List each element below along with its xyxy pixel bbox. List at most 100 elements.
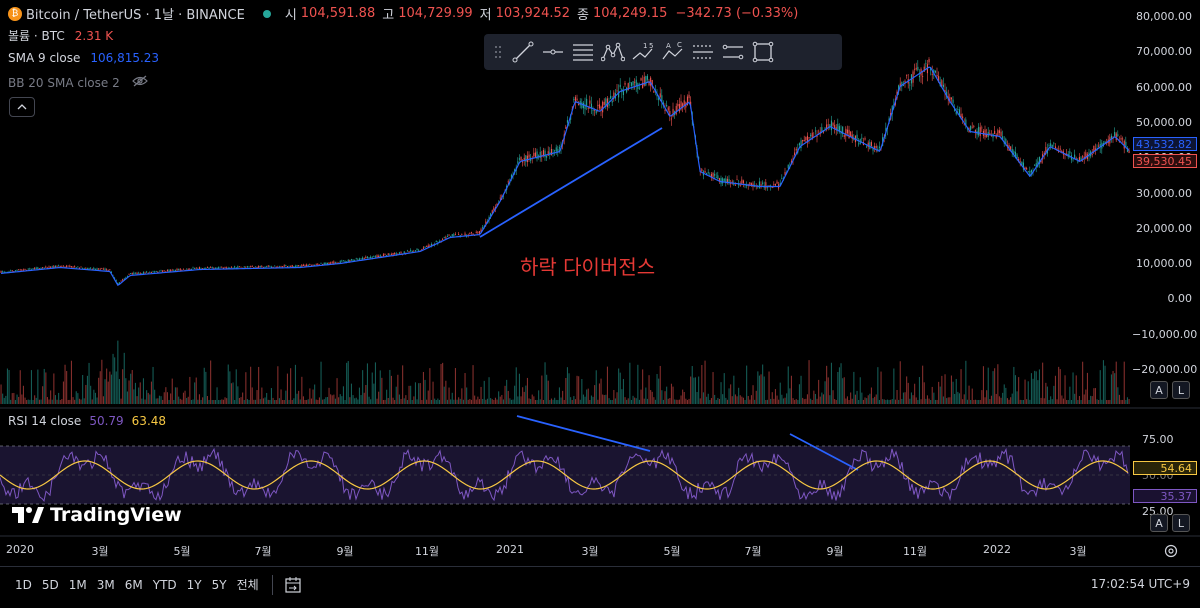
volume-bar: [797, 399, 799, 404]
candle-body: [915, 67, 917, 70]
candle-body: [370, 256, 372, 259]
rsi-log-scale-button[interactable]: L: [1172, 514, 1190, 532]
volume-bar: [990, 395, 992, 404]
volume-bar: [878, 399, 880, 404]
clock[interactable]: 17:02:54 UTC+9: [1090, 577, 1190, 591]
volume-bar: [301, 376, 303, 404]
volume-bar: [10, 399, 12, 404]
volume-legend[interactable]: 볼륨 · BTC 2.31 K: [8, 27, 113, 44]
volume-bar: [574, 399, 576, 404]
date-range-icon[interactable]: [281, 574, 305, 596]
volume-bar: [896, 389, 898, 404]
candle-body: [1038, 156, 1040, 165]
candle-body: [40, 268, 42, 269]
symbol-legend[interactable]: ₿ Bitcoin / TetherUS · 1날 · BINANCE 시 104…: [8, 4, 798, 23]
volume-bar: [338, 397, 340, 404]
candle-body: [152, 271, 154, 273]
sma-legend[interactable]: SMA 9 close 106,815.23: [8, 51, 159, 65]
candle-body: [235, 267, 237, 269]
volume-bar: [1104, 365, 1106, 404]
candle-body: [802, 140, 804, 142]
candle-body: [1069, 151, 1071, 154]
volume-bar: [157, 398, 159, 404]
volume-bar: [437, 398, 439, 404]
volume-bar: [534, 399, 536, 404]
volume-bar: [754, 399, 756, 404]
horizontal-ray-icon[interactable]: [538, 38, 568, 66]
rsi-legend[interactable]: RSI 14 close 50.79 63.48: [8, 414, 166, 428]
volume-bar: [818, 379, 820, 404]
candle-body: [170, 270, 172, 272]
volume-bar: [1109, 399, 1111, 404]
collapse-legend-button[interactable]: [9, 97, 35, 117]
volume-bar: [461, 388, 463, 404]
volume-bar: [893, 368, 895, 404]
volume-bar: [176, 387, 178, 404]
candle-body: [1078, 157, 1080, 161]
range-button[interactable]: YTD: [152, 577, 177, 592]
fib-retracement-icon[interactable]: [568, 38, 598, 66]
range-button[interactable]: 1M: [68, 577, 87, 592]
volume-bar: [442, 362, 444, 404]
range-button[interactable]: 3M: [96, 577, 115, 592]
candle-body: [427, 245, 429, 248]
rectangle-icon[interactable]: [748, 38, 778, 66]
bb-legend[interactable]: BB 20 SMA close 2: [8, 75, 148, 90]
volume-bar: [1018, 377, 1020, 404]
candle-body: [186, 268, 188, 270]
range-button[interactable]: 6M: [124, 577, 143, 592]
settings-gear-icon[interactable]: [1164, 543, 1178, 562]
candle-body: [866, 146, 868, 148]
rsi-auto-scale-button[interactable]: A: [1150, 514, 1168, 532]
volume-bar: [438, 399, 440, 404]
auto-scale-button[interactable]: A: [1150, 381, 1168, 399]
candle-body: [1035, 163, 1037, 168]
volume-bar: [118, 379, 120, 404]
candle-body: [146, 271, 148, 273]
candle-body: [42, 267, 44, 268]
volume-bar: [1013, 366, 1015, 404]
candle-body: [13, 271, 15, 272]
parallel-channel-icon[interactable]: [718, 38, 748, 66]
volume-bar: [858, 400, 860, 404]
candle-body: [722, 178, 724, 184]
trend-line-icon[interactable]: [508, 38, 538, 66]
log-scale-button[interactable]: L: [1172, 381, 1190, 399]
volume-bar: [13, 392, 15, 404]
volume-bar: [477, 396, 479, 404]
volume-bar: [1048, 399, 1050, 404]
drag-handle-icon[interactable]: [488, 38, 508, 66]
divergence-annotation[interactable]: 하락 다이버전스: [520, 255, 656, 279]
time-axis-label: 5월: [663, 545, 681, 558]
volume-bar: [331, 395, 333, 404]
volume-bar: [152, 366, 154, 404]
time-axis-label: 11월: [414, 545, 440, 558]
eye-hidden-icon[interactable]: [131, 75, 148, 90]
volume-bar: [1082, 361, 1084, 404]
range-button[interactable]: 5Y: [211, 577, 227, 592]
volume-bar: [42, 386, 44, 404]
range-button[interactable]: 1Y: [186, 577, 202, 592]
range-button[interactable]: 5D: [41, 577, 59, 592]
long-position-icon[interactable]: [688, 38, 718, 66]
candle-body: [877, 148, 879, 151]
volume-bar: [1008, 399, 1010, 404]
candle-body: [1051, 144, 1053, 148]
volume-bar: [520, 396, 522, 404]
volume-bar: [1029, 399, 1031, 404]
volume-bar: [384, 399, 386, 404]
candle-body: [243, 266, 245, 268]
range-button[interactable]: 1D: [15, 577, 32, 592]
range-button[interactable]: 전체: [236, 578, 259, 592]
volume-bar: [403, 398, 405, 404]
pattern-icon[interactable]: [598, 38, 628, 66]
volume-bar: [226, 398, 228, 404]
candle-body: [941, 80, 943, 87]
volume-bar: [370, 399, 372, 404]
candle-body: [307, 265, 309, 266]
candle-body: [288, 265, 290, 267]
close-label: 종: [577, 8, 589, 23]
